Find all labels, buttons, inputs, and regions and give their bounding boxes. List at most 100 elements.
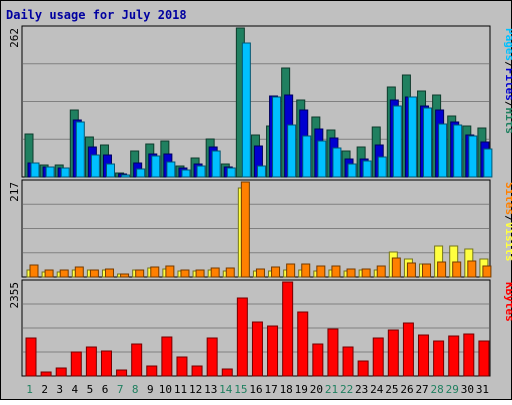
bar-kbytes-day-31 (478, 340, 490, 377)
bar-pages-day-4 (75, 121, 85, 178)
bar-pages-day-7 (121, 174, 131, 178)
day-label-2: 2 (41, 383, 48, 396)
bar-kbytes-day-6 (100, 350, 112, 377)
day-label-12: 12 (189, 383, 202, 396)
bar-kbytes-day-24 (372, 337, 384, 377)
day-label-5: 5 (87, 383, 94, 396)
bar-pages-day-17 (272, 96, 282, 178)
bar-pages-day-16 (256, 165, 266, 178)
bar-kbytes-day-17 (267, 325, 279, 377)
bar-pages-day-18 (287, 124, 297, 178)
bar-visits-day-2 (44, 269, 54, 278)
bar-visits-day-22 (346, 268, 356, 278)
day-label-24: 24 (370, 383, 384, 396)
bar-visits-day-23 (361, 268, 371, 278)
day-label-31: 31 (476, 383, 489, 396)
bar-pages-day-22 (347, 163, 357, 178)
bar-pages-day-15 (241, 42, 251, 178)
bar-pages-day-12 (196, 165, 206, 178)
bar-kbytes-day-1 (25, 337, 37, 377)
legend-item-visits: Visits (503, 222, 512, 262)
axis-max-label-middle: 217 (8, 182, 21, 202)
bar-kbytes-day-22 (342, 346, 354, 377)
bar-pages-day-8 (136, 168, 146, 178)
day-label-26: 26 (400, 383, 413, 396)
bar-visits-day-30 (467, 260, 477, 278)
legend-item-files: Files (503, 68, 512, 101)
day-label-9: 9 (147, 383, 154, 396)
bar-kbytes-day-19 (297, 311, 309, 377)
bar-visits-day-3 (59, 269, 69, 278)
day-label-14: 14 (219, 383, 233, 396)
axis-max-label-bottom: 2355 (8, 282, 21, 309)
bar-visits-day-4 (74, 266, 84, 278)
day-label-11: 11 (174, 383, 187, 396)
day-label-15: 15 (234, 383, 247, 396)
bar-visits-day-20 (316, 265, 326, 278)
legend-label-middle: Sites/Visits (503, 182, 512, 262)
day-label-16: 16 (249, 383, 262, 396)
bar-pages-day-5 (90, 154, 100, 178)
bar-pages-day-29 (453, 124, 463, 178)
day-label-30: 30 (461, 383, 474, 396)
bar-pages-day-6 (105, 163, 115, 178)
bar-pages-day-25 (392, 105, 402, 178)
bar-visits-day-10 (165, 265, 175, 278)
bar-visits-day-13 (210, 267, 220, 278)
bar-kbytes-day-27 (418, 334, 430, 377)
day-label-23: 23 (355, 383, 368, 396)
day-label-19: 19 (295, 383, 308, 396)
bar-pages-day-2 (45, 166, 55, 178)
bar-pages-day-26 (407, 96, 417, 178)
bar-visits-day-11 (180, 269, 190, 278)
chart-title: Daily usage for July 2018 (6, 8, 187, 22)
bar-pages-day-10 (166, 161, 176, 178)
legend-item-sites: Sites (503, 182, 512, 215)
bar-visits-day-21 (331, 265, 341, 278)
bar-visits-day-5 (89, 269, 99, 278)
bar-pages-day-23 (362, 160, 372, 178)
day-label-10: 10 (159, 383, 172, 396)
bar-visits-day-6 (104, 268, 114, 278)
day-label-25: 25 (385, 383, 398, 396)
bar-pages-day-14 (226, 167, 236, 178)
day-label-8: 8 (132, 383, 139, 396)
legend-item-slash: / (503, 215, 512, 222)
day-label-3: 3 (56, 383, 63, 396)
bar-kbytes-day-2 (40, 371, 52, 377)
bar-pages-day-11 (181, 169, 191, 178)
panel-bottom: 2355 KBytes (8, 279, 512, 377)
panel-middle: 217 Sites/Visits (8, 179, 512, 278)
day-label-22: 22 (340, 383, 353, 396)
bar-kbytes-day-20 (312, 343, 324, 377)
bar-visits-day-28 (437, 261, 447, 278)
bar-pages-day-30 (468, 135, 478, 178)
legend-item-kbytes: KBytes (503, 282, 512, 322)
bar-visits-day-8 (135, 269, 145, 278)
bar-kbytes-day-8 (131, 343, 143, 377)
bar-visits-day-19 (301, 263, 311, 278)
day-label-6: 6 (102, 383, 109, 396)
legend-item-hits: Hits (503, 108, 512, 135)
bar-visits-day-16 (255, 268, 265, 278)
bar-kbytes-day-30 (463, 333, 475, 377)
bar-kbytes-day-3 (55, 367, 67, 377)
bar-visits-day-29 (452, 261, 462, 278)
axis-max-label-top: 262 (8, 28, 21, 48)
bar-visits-day-17 (271, 266, 281, 278)
bar-visits-day-15 (240, 181, 250, 278)
bar-visits-day-26 (406, 262, 416, 278)
bar-visits-day-7 (120, 273, 130, 278)
bar-visits-day-25 (391, 257, 401, 278)
bar-visits-day-9 (150, 266, 160, 278)
bar-kbytes-day-14 (221, 368, 233, 377)
day-labels: 1 2 3 4 5 6 7 8 9 10 11 12 13 14 15 16 17 18 19 20 21 22 23 24 2… (26, 383, 489, 396)
day-label-7: 7 (117, 383, 124, 396)
bar-visits-day-14 (225, 267, 235, 278)
bar-kbytes-day-26 (402, 322, 414, 377)
bar-pages-day-24 (377, 156, 387, 178)
bar-kbytes-day-21 (327, 328, 339, 377)
